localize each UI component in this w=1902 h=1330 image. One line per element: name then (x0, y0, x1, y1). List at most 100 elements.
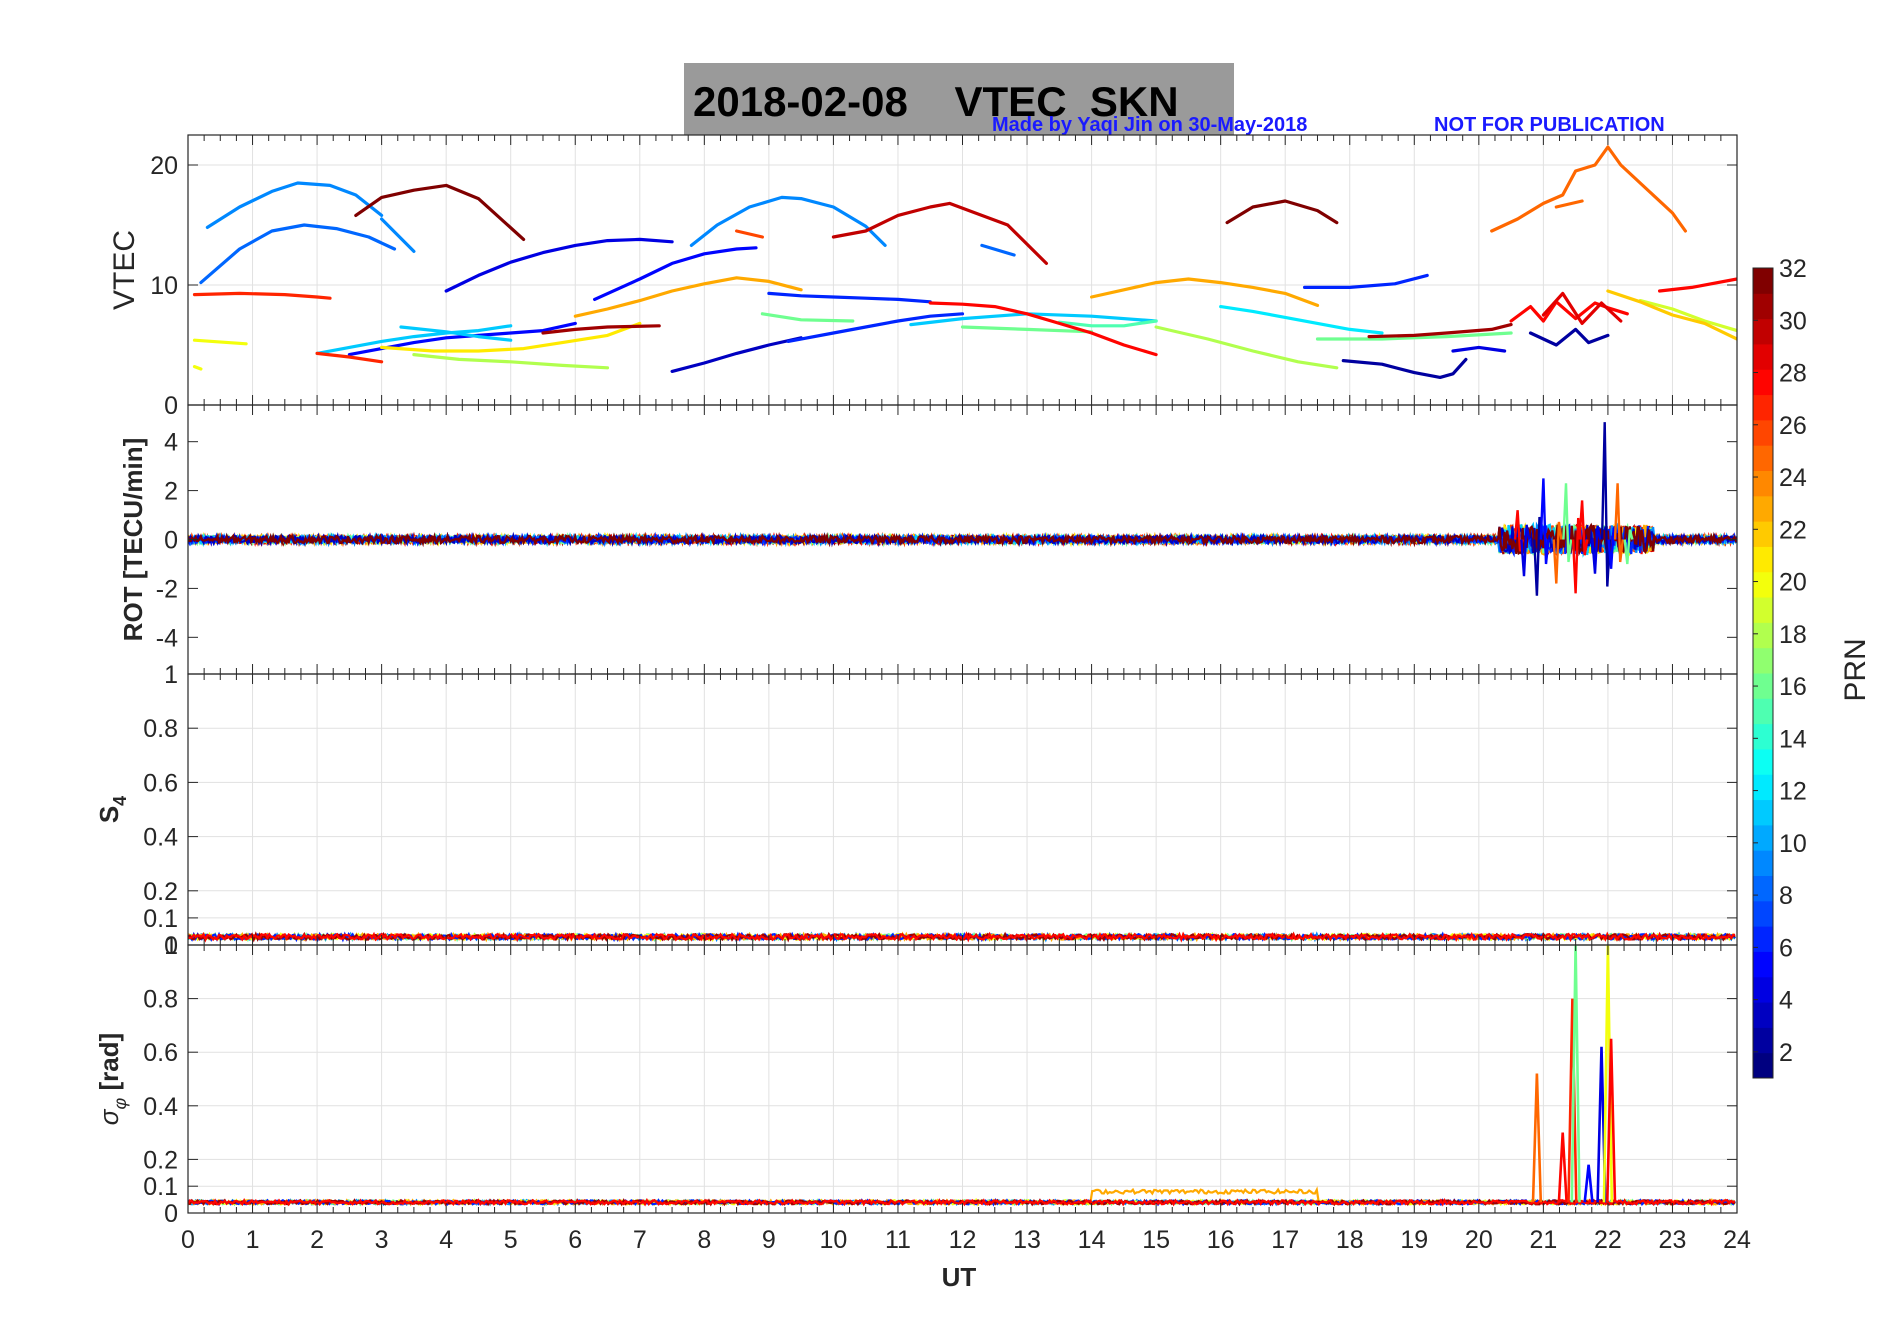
x-tick-label: 8 (697, 1226, 711, 1254)
colorbar-swatch (1753, 824, 1773, 851)
colorbar-tick-label: 20 (1779, 569, 1807, 597)
x-tick-label: 1 (246, 1226, 260, 1254)
data-layer (192, 145, 1737, 379)
title-background (684, 63, 1234, 135)
x-tick-label: 15 (1142, 1226, 1170, 1254)
vtec-series-prn23 (1089, 277, 1320, 307)
phase-spike-prn25 (1531, 1073, 1543, 1203)
colorbar-swatch (1753, 293, 1773, 320)
colorbar-swatch (1753, 673, 1773, 699)
x-tick-label: 13 (1013, 1226, 1041, 1254)
vtec-series-prn20 (192, 338, 248, 346)
colorbar-tick-label: 4 (1779, 987, 1793, 1015)
colorbar-tick-label: 16 (1779, 673, 1807, 701)
colorbar-swatch (1753, 723, 1773, 750)
vtec-series-prn8 (199, 223, 397, 285)
colorbar-tick-label: 24 (1779, 464, 1807, 492)
vtec-series-prn21 (380, 321, 642, 353)
x-tick-label: 10 (820, 1226, 848, 1254)
x-tick-label: 2 (310, 1226, 324, 1254)
x-tick-label: 6 (568, 1226, 582, 1254)
x-tick-label: 16 (1207, 1226, 1235, 1254)
colorbar-swatch (1753, 799, 1773, 826)
y-tick-label: 0.1 (143, 905, 178, 933)
y-tick-label: 0.8 (143, 715, 178, 743)
x-tick-label: 21 (1529, 1226, 1557, 1254)
rot-spike (1578, 500, 1589, 556)
panel-rot: -4 -2 0 2 4 ROT [TECU/min] (118, 404, 1738, 675)
colorbar-swatch (1753, 748, 1773, 775)
rot-spike (1520, 524, 1531, 577)
y-tick-label: 0.1 (143, 1173, 178, 1201)
colorbar-tick-label: 32 (1779, 255, 1807, 283)
colorbar-swatch (1753, 622, 1773, 649)
vtec-series-prn31 (1367, 323, 1513, 339)
data-layer (188, 930, 1736, 943)
vtec-series-prn27 (315, 351, 384, 364)
colorbar-swatch (1753, 647, 1773, 674)
vtec-series-prn25 (1490, 145, 1688, 233)
colorbar-tick-label: 22 (1779, 516, 1807, 544)
colorbar-label: PRN (1839, 638, 1872, 701)
x-axis-label: UT (942, 1262, 977, 1292)
vtec-series-prn30 (831, 201, 1049, 265)
colorbar-swatch (1753, 597, 1773, 623)
colorbar-tick-label: 12 (1779, 778, 1807, 806)
colorbar-tick-label: 10 (1779, 830, 1807, 858)
colorbar-tick-label: 6 (1779, 934, 1793, 962)
colorbar-swatch (1753, 698, 1773, 725)
vtec-series-prn11 (315, 324, 513, 355)
vtec-series-prn9 (689, 195, 887, 247)
y-tick-label: 1 (164, 661, 178, 689)
vtec-series-prn16 (760, 312, 855, 323)
colorbar-tick-label: 18 (1779, 621, 1807, 649)
x-tick-label: 4 (439, 1226, 453, 1254)
colorbar-swatch (1753, 571, 1773, 598)
vtec-series-prn18 (412, 353, 610, 370)
y-axis-label-rot: ROT [TECU/min] (118, 438, 148, 642)
phase-spike-prn27 (1567, 998, 1578, 1203)
colorbar-swatch (1753, 850, 1773, 876)
colorbar-swatch (1753, 976, 1773, 1003)
colorbar-swatch (1753, 900, 1773, 927)
y-tick-label: 4 (164, 429, 178, 457)
x-tick-label: 20 (1465, 1226, 1493, 1254)
vtec-series-prn19 (1638, 299, 1737, 333)
data-layer (188, 422, 1737, 596)
y-tick-label: 0 (164, 932, 178, 960)
y-tick-label: 0 (164, 392, 178, 420)
vtec-series-prn2 (1341, 357, 1468, 379)
phase-spike-prn5 (1583, 1164, 1594, 1203)
colorbar-swatch (1753, 1052, 1773, 1079)
vtec-series-prn15 (1057, 319, 1158, 328)
vtec-series-prn8 (980, 243, 1016, 257)
rot-spike (1562, 483, 1573, 563)
x-tick-label: 7 (633, 1226, 647, 1254)
colorbar-swatch (1753, 495, 1773, 522)
vtec-series-prn3 (670, 336, 803, 373)
colorbar-swatch (1753, 394, 1773, 421)
vtec-series-prn26 (734, 229, 765, 239)
vtec-series-prn12 (1219, 305, 1384, 335)
colorbar-swatch (1753, 521, 1773, 547)
y-tick-label: 0 (164, 1200, 178, 1228)
colorbar-swatch (1753, 1027, 1773, 1054)
vtec-series-prn28 (928, 301, 1158, 357)
vtec-series-prn20 (192, 365, 203, 371)
vtec-series-prn22 (1606, 289, 1737, 341)
y-tick-label: 0.6 (143, 769, 178, 797)
colorbar-swatch (1753, 774, 1773, 801)
rot-spike (1552, 521, 1563, 584)
colorbar-tick-label: 28 (1779, 360, 1807, 388)
vtec-series-prn18 (1154, 325, 1339, 370)
vtec-series-prn25 (1554, 199, 1584, 209)
y-tick-label: -4 (156, 624, 178, 652)
colorbar-swatch (1753, 546, 1773, 573)
x-tick-label: 18 (1336, 1226, 1364, 1254)
phase-spike-prn28 (1606, 1038, 1617, 1203)
y-tick-label: 1 (164, 932, 178, 960)
colorbar-swatch (1753, 419, 1773, 446)
colorbar-tick-label: 14 (1779, 725, 1807, 753)
colorbar-tick-label: 2 (1779, 1039, 1793, 1067)
vtec-series-prn6 (1302, 273, 1429, 289)
